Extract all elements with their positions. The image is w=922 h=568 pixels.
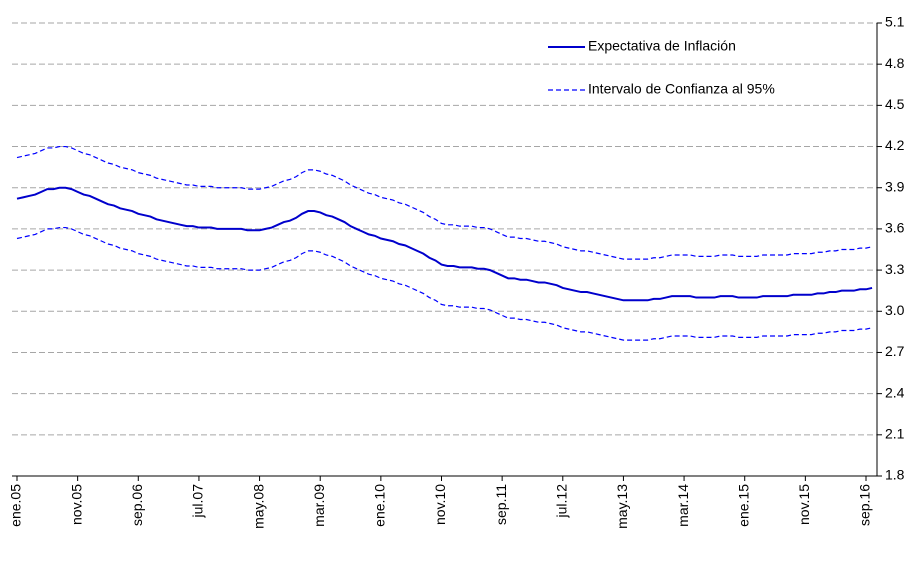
y-tick-label: 3.0	[885, 302, 905, 318]
series-line	[16, 226, 873, 341]
legend-label: Intervalo de Confianza al 95%	[588, 81, 775, 97]
x-tick-label: sep.06	[129, 484, 145, 526]
x-tick-label: ene.10	[372, 484, 388, 527]
y-tick-label: 2.4	[885, 384, 905, 400]
x-tick-label: ene.05	[8, 484, 24, 527]
x-tick-label: mar.09	[311, 484, 327, 527]
x-tick-label: jul.12	[553, 484, 569, 519]
x-tick-label: nov.05	[68, 484, 84, 525]
x-tick-label: jul.07	[190, 484, 206, 519]
x-tick-label: ene.15	[735, 484, 751, 527]
y-tick-label: 4.8	[885, 55, 905, 71]
series-line	[16, 145, 873, 260]
y-tick-label: 4.5	[885, 96, 905, 112]
series-line	[16, 186, 873, 302]
x-tick-label: nov.15	[796, 484, 812, 525]
x-tick-label: nov.10	[432, 484, 448, 525]
y-tick-label: 3.6	[885, 220, 905, 236]
x-tick-label: may.13	[614, 484, 630, 529]
y-tick-label: 1.8	[885, 467, 905, 483]
x-tick-label: mar.14	[675, 484, 691, 527]
x-tick-label: may.08	[250, 484, 266, 529]
y-tick-label: 2.1	[885, 426, 905, 442]
x-tick-label: sep.11	[493, 484, 509, 525]
legend-label: Expectativa de Inflación	[588, 38, 736, 54]
y-tick-label: 2.7	[885, 343, 905, 359]
y-tick-label: 3.3	[885, 261, 905, 277]
y-tick-label: 4.2	[885, 137, 905, 153]
y-tick-label: 3.9	[885, 178, 905, 194]
y-tick-label: 5.1	[885, 14, 905, 30]
x-tick-label: sep.16	[857, 484, 873, 526]
